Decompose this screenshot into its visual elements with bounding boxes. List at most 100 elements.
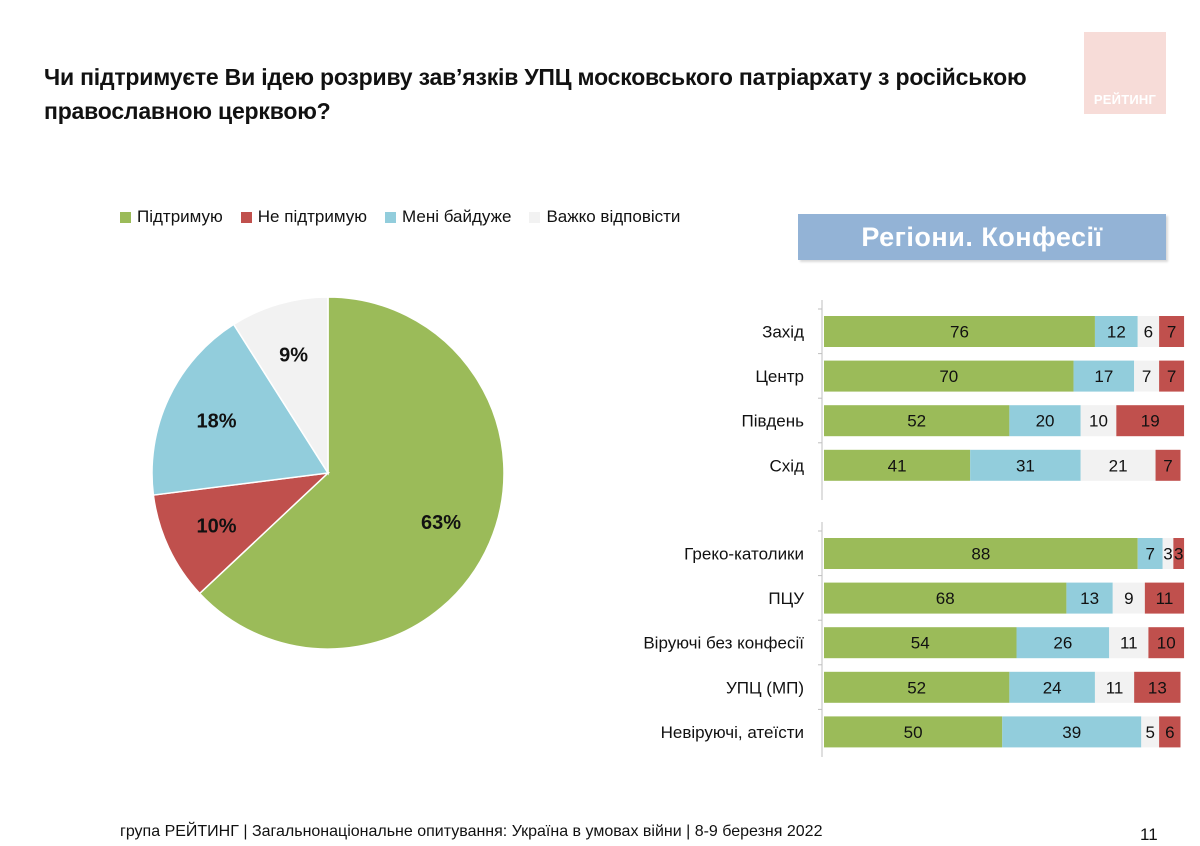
bar-segment	[1009, 671, 1095, 703]
bar-segment	[1080, 449, 1156, 481]
bar-segment	[824, 405, 1010, 437]
bar-value-label: 41	[888, 456, 907, 475]
legend-item: Підтримую	[120, 207, 223, 227]
bar-value-label: 10	[1157, 634, 1176, 653]
bar-segment	[1134, 360, 1160, 392]
pie-data-label: 9%	[279, 345, 308, 367]
bar-value-label: 39	[1062, 723, 1081, 742]
category-label: Невіруючі, атеїсти	[661, 723, 804, 742]
category-label: Схід	[770, 456, 805, 475]
bar-segment	[824, 360, 1074, 392]
category-label: УПЦ (МП)	[726, 678, 804, 697]
bar-value-label: 70	[939, 367, 958, 386]
legend-item: Не підтримую	[240, 207, 368, 227]
bar-value-label: 7	[1163, 456, 1172, 475]
legend-label: Важко відповісти	[546, 207, 681, 226]
bar-segment	[1094, 316, 1138, 347]
bar-value-label: 24	[1043, 678, 1062, 697]
pie-data-label: 18%	[197, 411, 237, 433]
bar-segment	[1080, 405, 1117, 437]
bar-segment	[824, 449, 971, 481]
legend-swatch	[385, 211, 397, 223]
bar-value-label: 20	[1036, 412, 1055, 431]
bar-value-label: 10	[1089, 412, 1108, 431]
bar-segment	[1137, 316, 1160, 347]
legend-swatch	[120, 211, 131, 223]
bar-segment	[1159, 716, 1181, 748]
bar-value-label: 3	[1163, 545, 1172, 564]
bar-segment	[824, 627, 1017, 659]
bar-segment	[1066, 582, 1113, 614]
bar-value-label: 68	[936, 589, 955, 608]
pie-data-label: 63%	[421, 512, 461, 534]
bar-value-label: 11	[1120, 634, 1138, 653]
pie-slice	[198, 296, 505, 650]
bar-segment	[1112, 582, 1145, 614]
category-label: ПЦУ	[768, 589, 804, 608]
category-label: Центр	[755, 367, 804, 386]
bar-segment	[824, 316, 1095, 347]
bar-value-label: 13	[1080, 589, 1099, 608]
category-label: Захід	[762, 323, 804, 342]
bar-segment	[1109, 627, 1149, 659]
category-label: Південь	[742, 412, 805, 431]
bar-segment	[1073, 360, 1135, 392]
pie-slice	[152, 471, 331, 595]
bar-segment	[970, 449, 1081, 481]
bar-value-label: 76	[950, 323, 969, 342]
bar-segment	[1159, 360, 1185, 392]
pie-slice	[232, 296, 329, 476]
legend-label: Мені байдуже	[402, 207, 512, 226]
legend-item: Важко відповісти	[529, 207, 680, 227]
bar-value-label: 26	[1053, 634, 1072, 653]
bar-value-label: 19	[1141, 412, 1160, 431]
bar-segment	[1159, 316, 1185, 347]
bar-value-label: 52	[907, 412, 926, 431]
bar-value-label: 54	[911, 634, 930, 653]
bar-segment	[1141, 716, 1160, 748]
page-title: Чи підтримуєте Ви ідею розриву зав’язків…	[44, 64, 1027, 124]
bar-value-label: 7	[1167, 323, 1176, 342]
bar-value-label: 6	[1144, 323, 1153, 342]
category-label: Греко-католики	[684, 545, 804, 564]
bar-segment	[824, 671, 1010, 703]
bar-value-label: 88	[971, 545, 990, 564]
section-banner: Регіони. Конфесії	[798, 214, 1166, 260]
bar-value-label: 6	[1165, 723, 1174, 742]
bar-segment	[1002, 716, 1142, 748]
footer-text: група РЕЙТИНГ | Загальнонаціональне опит…	[120, 823, 823, 840]
bar-value-label: 3	[1174, 545, 1183, 564]
bar-value-label: 13	[1148, 678, 1167, 697]
bar-value-label: 21	[1109, 456, 1128, 475]
bar-value-label: 31	[1016, 456, 1035, 475]
bar-segment	[1173, 538, 1185, 569]
bar-value-label: 11	[1156, 589, 1174, 608]
pie-slice	[151, 323, 330, 496]
bar-value-label: 9	[1124, 589, 1133, 608]
bar-segment	[1137, 538, 1163, 569]
legend-swatch	[240, 211, 252, 223]
bar-segment	[1094, 671, 1135, 703]
legend-swatch	[529, 211, 541, 223]
page-number: 11	[1140, 825, 1158, 844]
rating-logo: РЕЙТИНГ	[1084, 32, 1166, 114]
bar-segment	[1134, 671, 1181, 703]
logo-text: РЕЙТИНГ	[1093, 92, 1157, 107]
bar-segment	[1155, 449, 1181, 481]
bar-value-label: 11	[1106, 678, 1124, 697]
bar-value-label: 50	[904, 723, 923, 742]
bar-segment	[824, 582, 1067, 614]
bar-value-label: 52	[907, 678, 926, 697]
bar-value-label: 7	[1145, 545, 1154, 564]
bar-segment	[824, 716, 1003, 748]
bar-value-label: 12	[1107, 323, 1126, 342]
bar-segment	[824, 538, 1138, 569]
bar-value-label: 7	[1167, 367, 1176, 386]
bar-segment	[1016, 627, 1110, 659]
legend-item: Мені байдуже	[385, 207, 511, 227]
bar-value-label: 7	[1142, 367, 1151, 386]
legend-label: Не підтримую	[257, 207, 368, 226]
pie-data-label: 10%	[197, 515, 237, 537]
